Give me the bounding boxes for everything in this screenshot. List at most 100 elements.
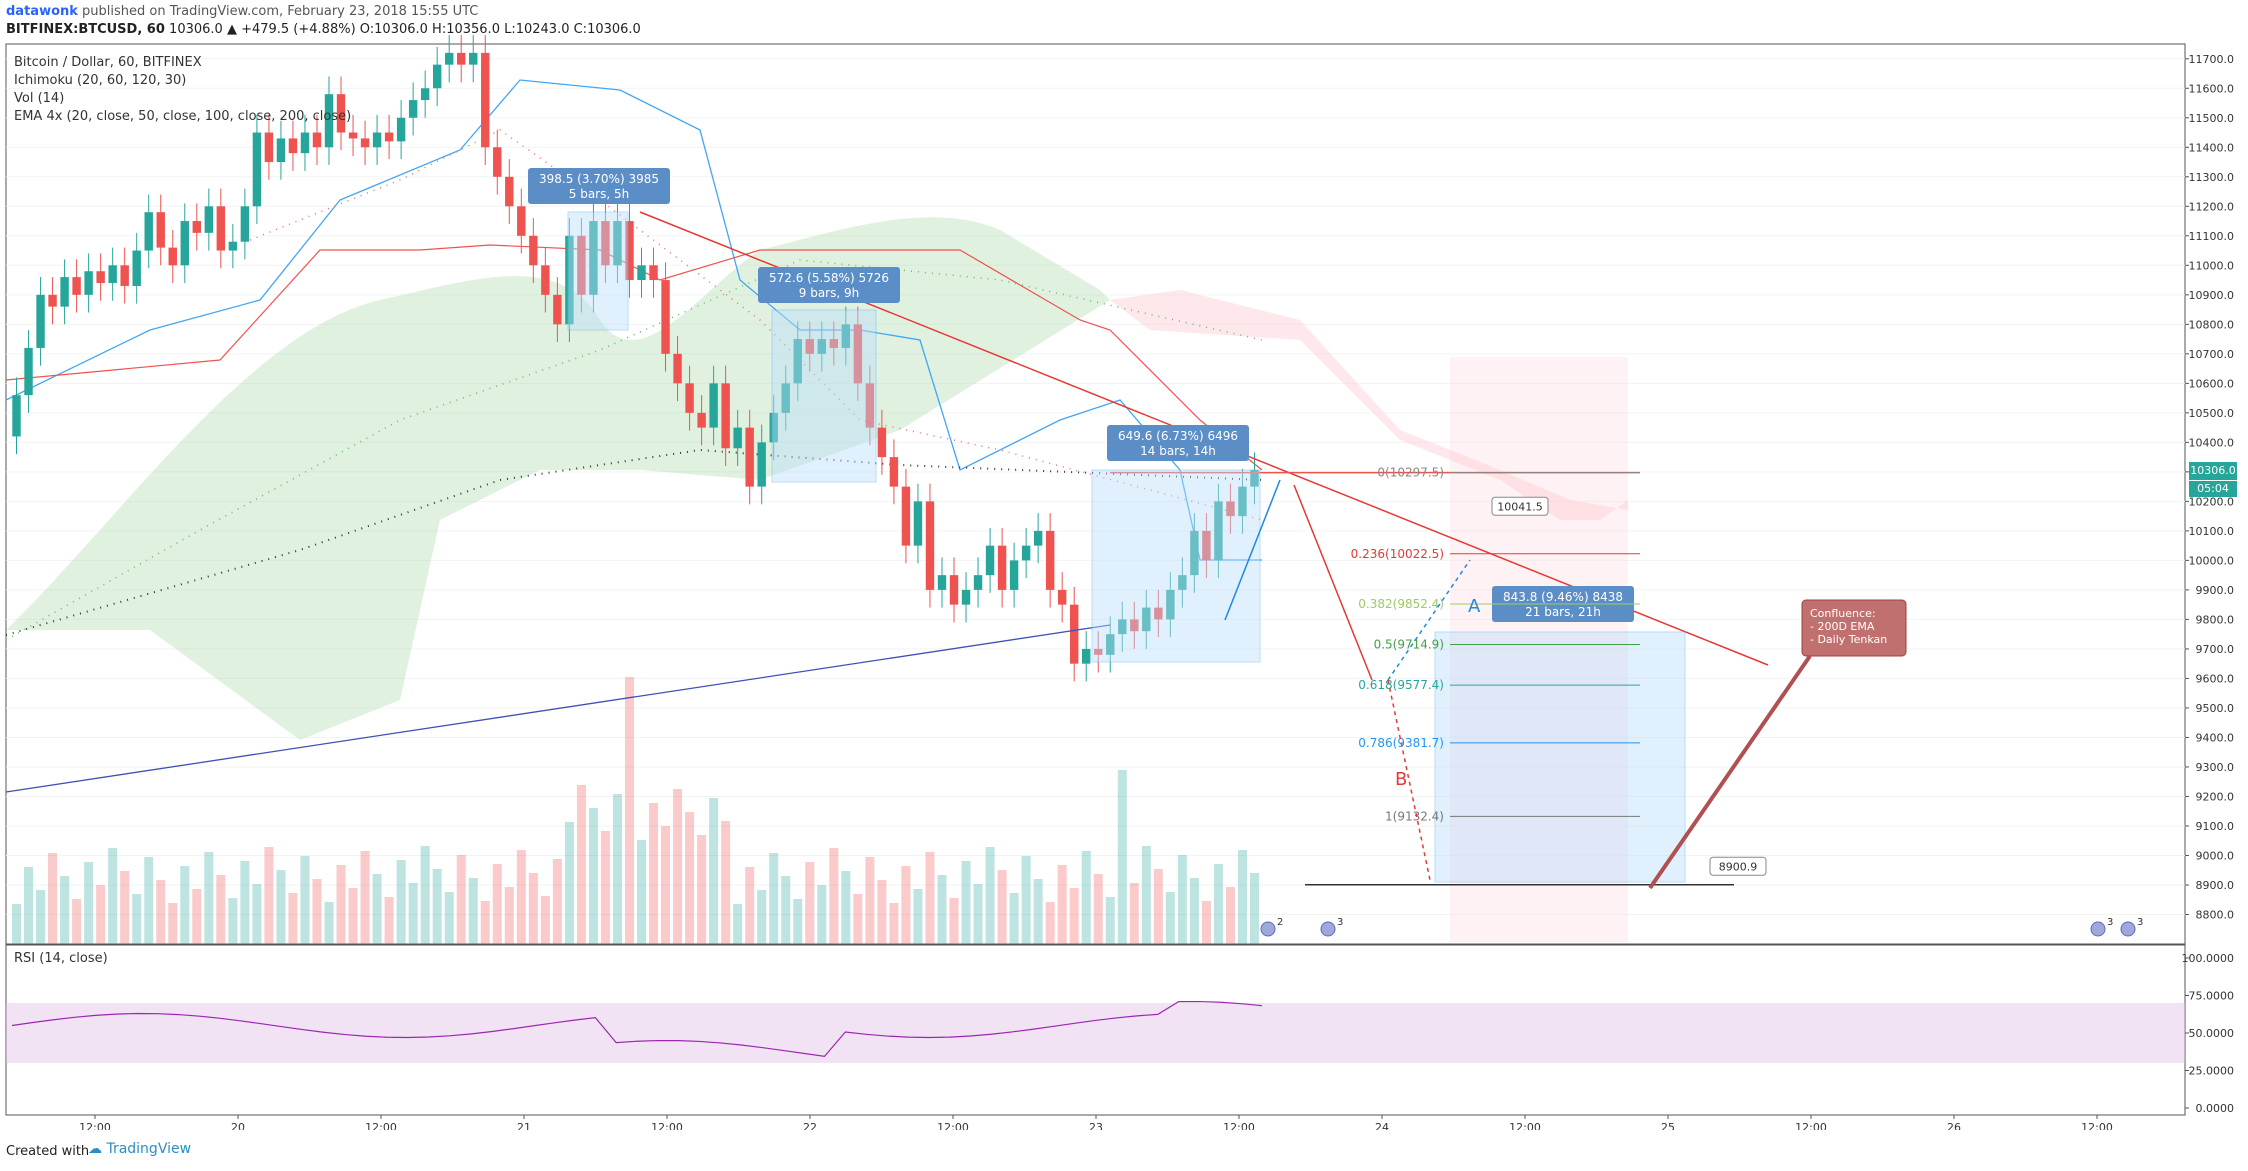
candle-body	[985, 545, 995, 576]
volume-bar	[985, 847, 995, 944]
price-tick-label: 9600.0	[2196, 672, 2235, 685]
volume-bar	[96, 885, 106, 944]
candle-body	[1118, 619, 1127, 635]
volume-bar	[48, 853, 58, 944]
candle-body	[685, 383, 694, 413]
candle-body	[120, 265, 129, 286]
volume-bar	[144, 857, 154, 944]
footer: Created with ☁ TradingView	[0, 1130, 2248, 1171]
volume-bar	[685, 812, 695, 944]
ohlc-values: 10306.0 ▲ +479.5 (+4.88%) O:10306.0 H:10…	[169, 22, 641, 37]
legend-volume[interactable]: Vol (14)	[14, 91, 65, 106]
tradingview-logo[interactable]: ☁ TradingView	[88, 1141, 192, 1157]
price-tick-label: 9200.0	[2196, 790, 2235, 803]
wave-path-b	[1387, 679, 1431, 881]
candle-body	[132, 250, 141, 286]
volume-bar	[1057, 865, 1067, 944]
author-name[interactable]: datawonk	[6, 4, 78, 19]
volume-bar	[156, 880, 166, 944]
volume-bars	[12, 677, 1259, 944]
volume-bar	[637, 840, 647, 944]
candle-body	[637, 265, 646, 281]
time-tick-label: 12:00	[1509, 1121, 1541, 1130]
price-tick-label: 11300.0	[2189, 171, 2235, 184]
candle-body	[769, 412, 778, 443]
candle-body	[625, 221, 634, 281]
volume-bar	[1093, 874, 1103, 944]
time-tick-label: 12:00	[79, 1121, 111, 1130]
event-marker-icon	[1320, 921, 1336, 937]
volume-bar	[444, 892, 454, 944]
candle-body	[901, 486, 911, 546]
volume-bar	[769, 853, 779, 944]
confluence-pointer	[1648, 654, 1812, 890]
price-tick-label: 11400.0	[2189, 141, 2235, 154]
fib-label: 0.236(10022.5)	[1351, 547, 1444, 561]
symbol-line: BITFINEX:BTCUSD, 60 10306.0 ▲ +479.5 (+4…	[6, 22, 641, 37]
measure-sub: 5 bars, 5h	[569, 187, 629, 201]
legend-ema[interactable]: EMA 4x (20, close, 50, close, 100, close…	[14, 109, 352, 124]
volume-bar	[853, 894, 863, 944]
candle-body	[817, 339, 827, 354]
volume-bar	[468, 878, 478, 944]
event-marker-count: 2	[1277, 917, 1283, 928]
rsi-pane: 100.0000 75.0000 50.0000 25.0000 0.0000	[6, 952, 2234, 1115]
candle-body	[336, 94, 346, 133]
volume-bar	[1033, 879, 1043, 944]
candle-body	[613, 221, 622, 266]
measure-label-box	[758, 267, 900, 303]
candle-body	[1033, 530, 1043, 546]
price-tick-label: 11200.0	[2189, 200, 2235, 213]
volume-bar	[1213, 864, 1223, 944]
candle-body	[853, 324, 863, 384]
candle-body	[276, 138, 286, 163]
volume-bar	[673, 789, 683, 944]
candle-body	[324, 94, 334, 148]
time-tick-label: 12:00	[1223, 1121, 1255, 1130]
brand-name: TradingView	[106, 1141, 192, 1157]
volume-bar	[624, 677, 634, 944]
candle-body	[457, 52, 466, 65]
volume-bar	[973, 884, 983, 944]
candle-body	[96, 271, 105, 284]
fib-label: 1(9132.4)	[1385, 809, 1444, 823]
candle-body	[793, 339, 802, 384]
measure-box	[771, 309, 877, 483]
volume-bar	[745, 867, 755, 944]
volume-bar	[324, 902, 334, 944]
volume-bar	[1117, 770, 1127, 944]
fib-label: 0(10297.5)	[1377, 466, 1444, 480]
volume-bar	[937, 875, 947, 944]
candle-body	[1045, 530, 1055, 590]
candle-body	[240, 206, 250, 242]
volume-bar	[168, 903, 178, 944]
candle-body	[144, 212, 153, 251]
volume-bar	[108, 848, 118, 944]
volume-bar	[661, 826, 671, 944]
rsi-legend[interactable]: RSI (14, close)	[14, 951, 108, 966]
price-tick-label: 9300.0	[2196, 761, 2235, 774]
volume-bar	[120, 871, 130, 944]
candle-body	[396, 117, 406, 142]
candle-body	[156, 212, 165, 248]
candle-body	[72, 277, 81, 295]
candle-body	[673, 353, 682, 384]
price-tick-label: 10600.0	[2189, 377, 2235, 390]
candle-body	[348, 132, 358, 139]
candle-body	[168, 247, 177, 266]
volume-bar	[264, 847, 274, 944]
kijun-line	[5, 244, 1263, 471]
volume-bar	[516, 850, 526, 944]
legend-ichimoku[interactable]: Ichimoku (20, 60, 120, 30)	[14, 73, 187, 88]
time-tick-label: 21	[517, 1121, 531, 1130]
price-callout: 10041.5	[1497, 500, 1543, 513]
countdown-tag: 05:04	[2189, 481, 2237, 497]
candle-body	[1178, 575, 1187, 590]
candle-body	[1142, 607, 1151, 632]
volume-bar	[865, 857, 875, 944]
price-tick-label: 10400.0	[2189, 436, 2235, 449]
candle-body	[108, 265, 117, 284]
volume-bar	[72, 899, 82, 944]
event-marker-count: 3	[2107, 917, 2113, 928]
